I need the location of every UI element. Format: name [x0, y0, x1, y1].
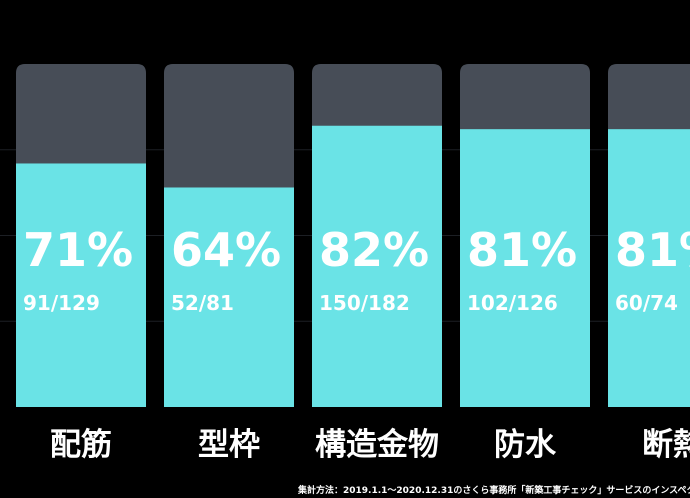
- category-label: 防水: [494, 427, 557, 463]
- bar-value-label: 82%: [319, 223, 429, 277]
- bar-labels: 71% 91/129 64% 52/81 82% 150/182 81% 102/126 81%…: [23, 223, 690, 315]
- bar-ratio-label: 91/129: [23, 291, 100, 315]
- bars: [16, 64, 690, 408]
- bar-value-label: 64%: [171, 223, 281, 277]
- bar-ratio-label: 52/81: [171, 291, 234, 315]
- bar-value-label: 71%: [23, 223, 133, 277]
- bar-value-label: 81%: [615, 223, 690, 277]
- bar-ratio-label: 60/74: [615, 291, 678, 315]
- bar: [608, 129, 690, 408]
- category-label: 型枠: [198, 427, 260, 463]
- bar: [460, 129, 590, 408]
- category-labels: 配筋 型枠 構造金物 防水 断熱: [50, 427, 690, 463]
- bar-ratio-label: 102/126: [467, 291, 558, 315]
- category-label: 配筋: [50, 427, 112, 463]
- bar-ratio-label: 150/182: [319, 291, 410, 315]
- source-note: 集計方法：2019.1.1〜2020.12.31のさくら事務所「新築工事チェック…: [297, 484, 690, 496]
- category-label: 断熱: [642, 427, 690, 463]
- bar: [164, 187, 294, 407]
- category-label: 構造金物: [315, 427, 439, 463]
- bar: [16, 163, 146, 407]
- bar-value-label: 81%: [467, 223, 577, 277]
- bar: [312, 125, 442, 408]
